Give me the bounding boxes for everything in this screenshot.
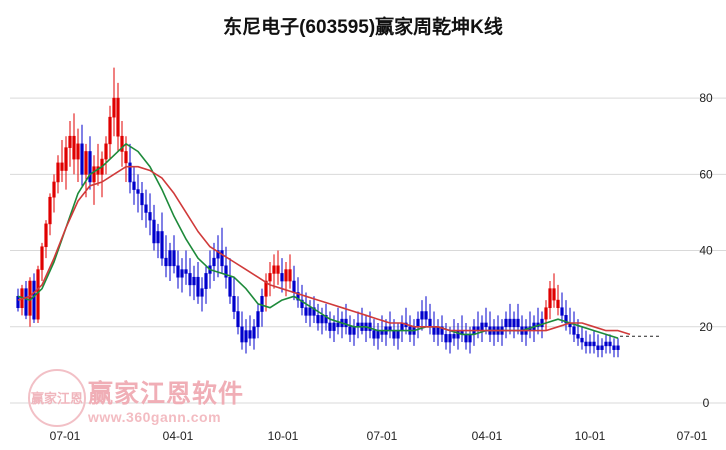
svg-text:07-01: 07-01 — [677, 429, 708, 443]
x-axis-tick-labels: 07-01 04-01 10-01 07-01 04-01 10-01 07-01 — [50, 429, 708, 443]
svg-text:07-01: 07-01 — [367, 429, 398, 443]
candlestick-series — [16, 67, 620, 358]
svg-text:40: 40 — [699, 244, 713, 258]
moving-average-lines — [17, 143, 631, 339]
svg-text:04-01: 04-01 — [472, 429, 503, 443]
svg-text:80: 80 — [699, 91, 713, 105]
svg-text:20: 20 — [699, 320, 713, 334]
svg-text:10-01: 10-01 — [575, 429, 606, 443]
svg-text:0: 0 — [703, 396, 710, 410]
svg-text:07-01: 07-01 — [50, 429, 81, 443]
gridlines — [10, 97, 726, 404]
svg-text:04-01: 04-01 — [163, 429, 194, 443]
svg-text:10-01: 10-01 — [268, 429, 299, 443]
y-axis-tick-labels: 0 20 40 60 80 — [699, 91, 713, 410]
chart-title: 东尼电子(603595)赢家周乾坤K线 — [223, 17, 503, 38]
svg-text:60: 60 — [699, 167, 713, 181]
